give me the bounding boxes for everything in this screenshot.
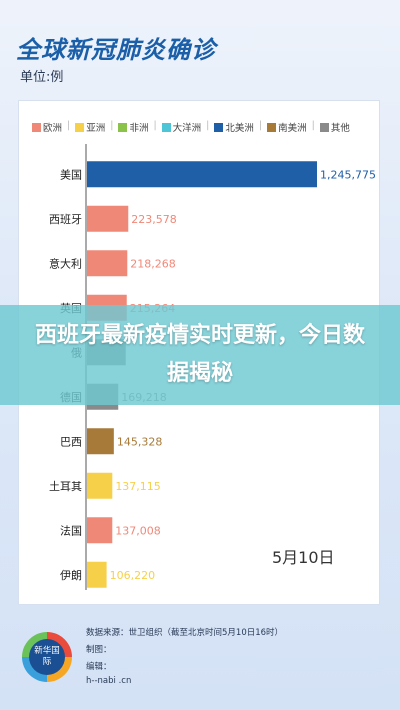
legend-item: 其他 <box>319 120 350 134</box>
legend-separator: | <box>206 120 210 131</box>
value-label: 137,115 <box>115 480 161 493</box>
category-label: 伊朗 <box>60 569 82 582</box>
category-label: 巴西 <box>60 435 82 448</box>
category-label: 意大利 <box>49 256 82 270</box>
legend-separator: | <box>153 120 157 131</box>
bar <box>87 161 317 188</box>
legend-label: 南美洲 <box>278 123 307 134</box>
value-label: 137,008 <box>115 524 161 537</box>
legend-label: 大洋洲 <box>172 123 202 134</box>
legend-label: 非洲 <box>129 123 149 134</box>
legend-swatch <box>161 122 171 132</box>
legend-separator: | <box>311 120 315 131</box>
page-title: 全球新冠肺炎确诊 <box>16 36 216 64</box>
site-text: h--nabi .cn <box>86 676 132 686</box>
legend-label: 北美洲 <box>225 123 254 134</box>
legend-item: 北美洲 <box>214 120 254 134</box>
bar <box>87 517 113 544</box>
value-label: 218,268 <box>130 257 176 270</box>
bar <box>87 250 128 277</box>
legend-separator: | <box>258 120 263 131</box>
category-label: 西班牙 <box>49 213 82 226</box>
footer: 新华国际 数据来源：世卫组织（截至北京时间5月10日16时） 制图： 编辑： h… <box>0 620 400 710</box>
legend-item: 亚洲 <box>75 120 105 134</box>
legend-label: 欧洲 <box>43 123 63 134</box>
graphic-credit: 制图： <box>86 645 112 655</box>
logo-text: 新华国际 <box>29 639 65 675</box>
source-text: 数据来源：世卫组织（截至北京时间5月10日16时） <box>86 628 284 638</box>
legend-swatch <box>32 122 41 132</box>
xinhua-logo: 新华国际 <box>22 632 72 682</box>
bar <box>87 561 107 588</box>
unit-label: 单位:例 <box>20 70 64 85</box>
legend-item: 南美洲 <box>267 120 307 134</box>
legend-label: 其他 <box>330 123 350 134</box>
chart-legend: 欧洲 | 亚洲 | 非洲 | 大洋洲 | 北美洲 | 南美洲 | 其他 <box>32 120 372 134</box>
editor-credit: 编辑： <box>86 662 112 672</box>
legend-swatch <box>319 122 329 132</box>
legend-label: 亚洲 <box>86 123 106 134</box>
value-label: 223,578 <box>131 213 177 226</box>
value-label: 145,328 <box>117 435 163 448</box>
category-label: 法国 <box>60 523 82 537</box>
legend-item: 欧洲 <box>32 120 62 134</box>
bar <box>87 205 129 232</box>
headline-text: 西班牙最新疫情实时更新，今日数据揭秘 <box>34 323 365 386</box>
headline-banner: 西班牙最新疫情实时更新，今日数据揭秘 <box>0 305 400 405</box>
legend-item: 大洋洲 <box>161 120 202 134</box>
legend-separator: | <box>110 120 114 131</box>
legend-swatch <box>267 122 277 132</box>
bar <box>87 428 114 455</box>
legend-swatch <box>75 122 85 132</box>
value-label: 106,220 <box>110 569 156 582</box>
date-label: 5月10日 <box>272 548 335 567</box>
legend-swatch <box>214 122 224 132</box>
legend-swatch <box>118 122 128 132</box>
category-label: 土耳其 <box>49 480 82 493</box>
category-label: 美国 <box>60 168 82 181</box>
legend-item: 非洲 <box>118 120 148 134</box>
value-label: 1,245,775 <box>320 168 376 181</box>
bar <box>87 472 113 499</box>
legend-separator: | <box>67 120 71 131</box>
